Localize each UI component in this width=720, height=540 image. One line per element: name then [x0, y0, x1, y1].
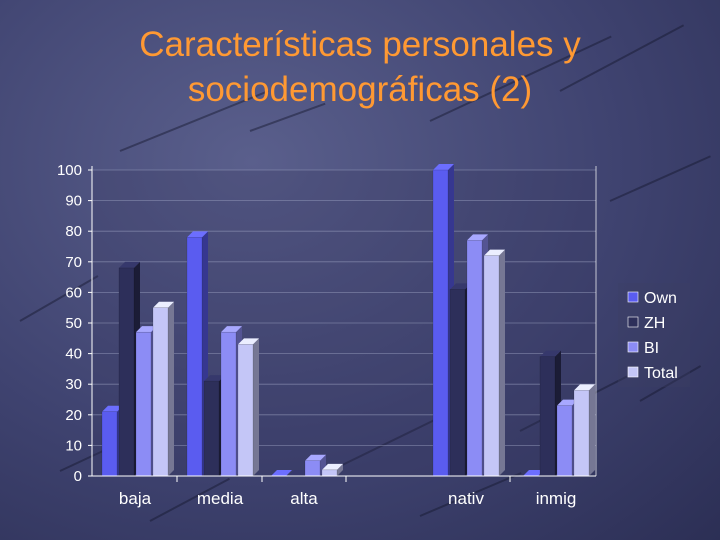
bar-side: [168, 301, 174, 476]
y-tick-label: 100: [57, 162, 82, 179]
y-tick-label: 80: [65, 223, 82, 240]
y-tick-label: 40: [65, 346, 82, 363]
bars: [101, 164, 595, 477]
x-tick-label: baja: [119, 489, 152, 508]
bar-total-alta: [321, 463, 343, 477]
bar-top: [204, 375, 225, 382]
legend-swatch-own: [627, 291, 639, 303]
bar-front: [304, 460, 321, 477]
legend-label-own: Own: [644, 290, 677, 307]
y-tick-label: 90: [65, 193, 82, 210]
slide-title-line-1: Características personales y: [139, 25, 581, 64]
bar-front: [573, 390, 590, 477]
bar-top: [288, 470, 309, 476]
bar-top: [433, 164, 454, 170]
bar-top: [187, 231, 208, 238]
y-tick-label: 50: [65, 315, 82, 332]
bar-top: [102, 405, 123, 412]
legend-label-bi: BI: [644, 340, 659, 357]
axes: [91, 166, 597, 482]
bar-front: [220, 331, 237, 477]
x-tick-label: media: [197, 489, 244, 508]
bar-top: [119, 261, 140, 268]
x-tick-labels: baja media alta nativ inmig: [119, 489, 576, 508]
x-tick-label: alta: [290, 489, 318, 508]
slide-title: Características personales y sociodemogr…: [60, 22, 660, 112]
bar-front: [556, 405, 573, 477]
bar-side: [499, 249, 505, 476]
bar-top: [271, 470, 292, 476]
bar-front: [449, 289, 466, 477]
bar-top: [540, 350, 561, 357]
slide-title-line-2: sociodemográficas (2): [187, 70, 533, 109]
bar-side: [589, 384, 595, 476]
y-tick-labels: 0 10 20 30 40 50 60 70 80 90 100: [57, 162, 92, 485]
bar-total-nativ: [483, 249, 505, 477]
y-tick-label: 0: [74, 468, 82, 485]
bar-front: [101, 411, 118, 477]
bar-zh-inmig: [539, 350, 561, 477]
bar-front: [186, 237, 203, 477]
bar-top: [523, 470, 544, 476]
bar-top: [305, 454, 326, 461]
legend: Own ZH BI Total: [618, 283, 690, 387]
y-tick-label: 30: [65, 376, 82, 393]
bar-total-media: [237, 338, 259, 477]
bar-top: [322, 463, 343, 470]
x-tick-label: inmig: [536, 489, 577, 508]
bar-front: [203, 380, 220, 477]
bar-front: [135, 331, 152, 477]
y-tick-label: 60: [65, 284, 82, 301]
bar-top: [238, 338, 259, 345]
bar-front: [152, 307, 169, 477]
y-tick-label: 70: [65, 254, 82, 271]
bar-top: [153, 301, 174, 308]
bar-front: [237, 344, 254, 477]
bar-top: [484, 249, 505, 256]
bar-side: [253, 338, 259, 476]
gridlines: [92, 169, 596, 477]
bar-top: [221, 326, 242, 333]
bar-top: [450, 283, 471, 290]
bar-top: [467, 234, 488, 241]
bar-front: [321, 469, 338, 477]
y-tick-label: 20: [65, 407, 82, 424]
bar-side: [337, 463, 343, 476]
bar-top: [136, 326, 157, 333]
bar-front: [539, 356, 556, 477]
legend-swatch-total: [627, 366, 639, 378]
y-tick-label: 10: [65, 437, 82, 454]
bar-front: [466, 240, 483, 477]
bar-front: [118, 267, 135, 477]
bar-top: [557, 399, 578, 406]
legend-label-zh: ZH: [644, 315, 665, 332]
x-tick-label: nativ: [448, 489, 484, 508]
bar-total-baja: [152, 301, 174, 477]
legend-swatch-zh: [627, 316, 639, 328]
bar-top: [574, 384, 595, 391]
bar-front: [483, 255, 500, 477]
bar-total-inmig: [573, 384, 595, 477]
legend-label-total: Total: [644, 365, 678, 382]
bar-front: [432, 169, 449, 477]
legend-swatch-bi: [627, 341, 639, 353]
